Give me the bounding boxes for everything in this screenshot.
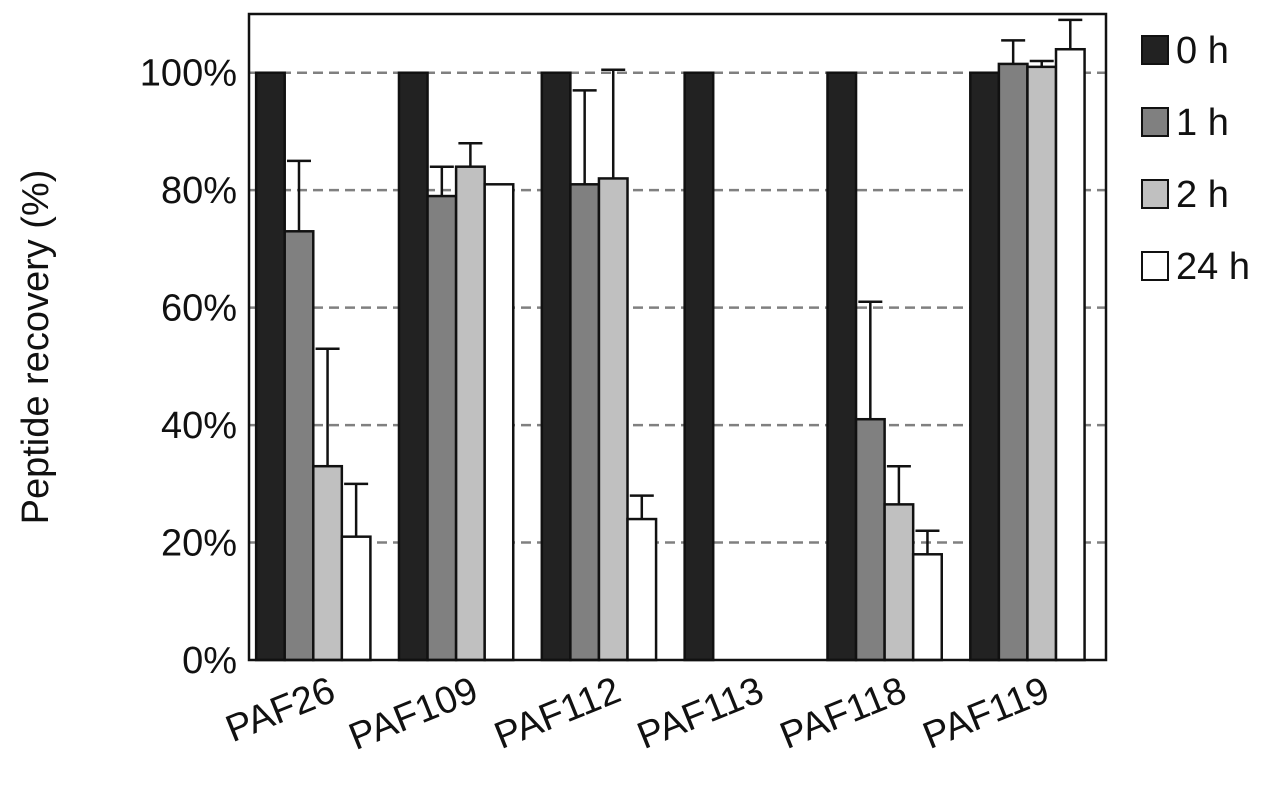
x-tick-label: PAF118	[774, 669, 912, 757]
legend-label: 24 h	[1176, 246, 1250, 288]
error-bar	[458, 141, 483, 167]
bar-paf109-24h	[483, 183, 515, 662]
legend: 0 h 1 h 2 h 24 h	[1141, 30, 1250, 288]
bar-paf119-2h	[1026, 65, 1058, 662]
bar-paf119-1h	[997, 62, 1029, 662]
error-bar	[344, 482, 369, 537]
x-tick-label: PAF26	[220, 669, 341, 750]
y-tick-label: 60%	[161, 288, 237, 330]
y-tick-label: 0%	[182, 640, 237, 682]
plot-frame	[247, 12, 1108, 662]
bar-paf26-2h	[312, 464, 344, 662]
error-bar	[886, 464, 911, 505]
bar-paf26-24h	[340, 535, 372, 662]
legend-swatch	[1141, 179, 1169, 209]
y-tick-label: 80%	[161, 170, 237, 212]
error-bar	[601, 68, 626, 179]
bar-paf119-0h	[969, 71, 1001, 662]
error-bars	[286, 18, 1083, 555]
bar-paf112-1h	[569, 183, 601, 662]
bar-paf118-0h	[826, 71, 858, 662]
x-axis-tick-labels: PAF26 PAF109 PAF112 PAF113 PAF118 PAF119	[220, 669, 1055, 758]
y-tick-label: 40%	[161, 405, 237, 447]
bar-paf118-24h	[911, 553, 943, 662]
legend-swatch	[1141, 35, 1169, 65]
error-bar	[315, 347, 340, 467]
bars	[254, 47, 1086, 662]
bar-paf112-2h	[597, 177, 629, 662]
error-bar	[1001, 39, 1026, 64]
bar-paf119-24h	[1054, 47, 1086, 662]
legend-label: 0 h	[1176, 30, 1229, 72]
y-axis-label: Peptide recovery (%)	[15, 170, 57, 525]
x-tick-label: PAF113	[632, 669, 770, 757]
bar-paf118-2h	[883, 503, 915, 662]
y-tick-label: 20%	[161, 523, 237, 565]
bar-paf112-0h	[540, 71, 572, 662]
x-tick-label: PAF119	[917, 669, 1055, 757]
legend-label: 1 h	[1176, 102, 1229, 144]
error-bar	[629, 494, 654, 520]
x-tick-label: PAF109	[343, 669, 483, 758]
bar-paf109-0h	[397, 71, 429, 662]
error-bar	[1029, 59, 1054, 67]
error-bar	[858, 300, 883, 420]
error-bar	[286, 159, 311, 232]
legend-label: 2 h	[1176, 174, 1229, 216]
error-bar	[915, 529, 940, 555]
bar-paf118-1h	[854, 417, 886, 662]
bar-paf112-24h	[626, 517, 658, 662]
y-axis-ticks: 0% 20% 40% 60% 80% 100%	[140, 53, 237, 682]
error-bar	[429, 165, 454, 197]
error-bar	[572, 89, 597, 185]
legend-swatch	[1141, 251, 1169, 281]
bar-paf109-2h	[454, 165, 486, 662]
bar-paf26-1h	[283, 230, 315, 662]
legend-swatch	[1141, 107, 1169, 137]
bar-paf26-0h	[254, 71, 286, 662]
bar-paf109-1h	[426, 194, 458, 662]
bar-paf113-0h	[683, 71, 715, 662]
x-tick-label: PAF112	[489, 669, 627, 757]
y-tick-label: 100%	[140, 53, 237, 95]
error-bar	[1058, 18, 1083, 50]
